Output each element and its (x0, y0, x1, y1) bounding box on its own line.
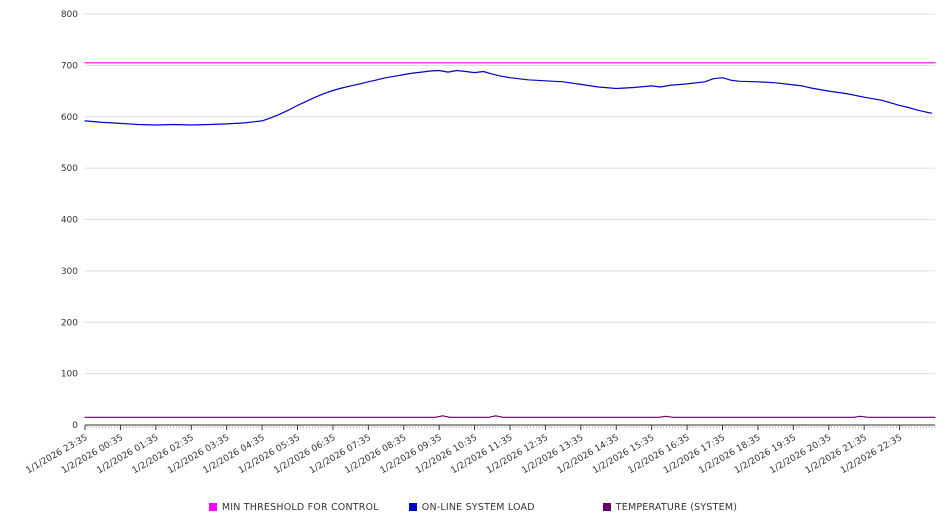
x-axis-tick-label: 1/2/2026 15:35 (591, 433, 656, 476)
legend-swatch-temperature-system (602, 503, 611, 511)
legend-item-temperature-system: TEMPERATURE (SYSTEM) (602, 501, 738, 513)
x-axis-tick-label: 1/2/2026 10:35 (414, 433, 479, 476)
x-axis-tick-label: 1/2/2026 00:35 (60, 433, 125, 476)
x-axis-tick-label: 1/2/2026 17:35 (662, 433, 727, 476)
x-axis-tick-label: 1/2/2026 11:35 (450, 433, 515, 476)
x-axis-tick-label: 1/2/2026 05:35 (237, 433, 302, 476)
series-line-on-line-system-load (84, 69, 933, 126)
x-axis-tick-label: 1/2/2026 03:35 (166, 433, 231, 476)
x-axis-tick-label: 1/2/2026 06:35 (272, 433, 337, 476)
x-axis-tick-label: 1/1/2026 23:35 (25, 433, 90, 476)
x-axis-tick-label: 1/2/2026 09:35 (379, 433, 444, 476)
x-axis-tick-label: 1/2/2026 01:35 (95, 433, 160, 476)
x-axis-tick-label: 1/2/2026 14:35 (556, 433, 621, 476)
legend-swatch-min-threshold (208, 503, 217, 511)
y-axis-tick-label: 700 (61, 61, 78, 71)
x-axis-tick-label: 1/2/2026 19:35 (733, 433, 798, 476)
y-axis-tick-label: 200 (61, 318, 78, 328)
y-axis-tick-label: 100 (61, 370, 78, 380)
y-axis-tick-label: 800 (61, 10, 78, 20)
x-axis-tick-label: 1/2/2026 20:35 (768, 433, 833, 476)
y-axis-tick-label: 500 (61, 164, 78, 174)
y-axis-tick-label: 400 (61, 216, 78, 226)
chart-legend: MIN THRESHOLD FOR CONTROL ON-LINE SYSTEM… (0, 492, 946, 522)
x-axis-tick-label: 1/2/2026 22:35 (839, 433, 904, 476)
x-axis-tick-label: 1/2/2026 02:35 (131, 433, 196, 476)
legend-label-online-system-load: ON-LINE SYSTEM LOAD (421, 501, 535, 513)
y-axis-tick-label: 600 (61, 113, 78, 123)
x-axis-tick-label: 1/2/2026 18:35 (697, 433, 762, 476)
legend-label-temperature-system: TEMPERATURE (SYSTEM) (615, 501, 738, 513)
x-axis-tick-label: 1/2/2026 16:35 (627, 433, 692, 476)
x-axis-tick-label: 1/2/2026 04:35 (202, 433, 267, 476)
legend-swatch-online-system-load (408, 503, 417, 511)
legend-item-online-system-load: ON-LINE SYSTEM LOAD (408, 501, 535, 513)
x-axis-tick-label: 1/2/2026 12:35 (485, 433, 550, 476)
x-axis-tick-label: 1/2/2026 08:35 (343, 433, 408, 476)
y-axis-tick-label: 0 (72, 421, 78, 431)
y-axis-tick-label: 300 (61, 267, 78, 277)
series-line-temperature-system- (84, 415, 936, 418)
legend-label-min-threshold: MIN THRESHOLD FOR CONTROL (221, 501, 379, 513)
x-axis-tick-label: 1/2/2026 13:35 (520, 433, 585, 476)
x-axis-tick-label: 1/2/2026 21:35 (804, 433, 869, 476)
x-axis-tick-label: 1/2/2026 07:35 (308, 433, 373, 476)
legend-item-min-threshold-for-control: MIN THRESHOLD FOR CONTROL (208, 501, 379, 513)
